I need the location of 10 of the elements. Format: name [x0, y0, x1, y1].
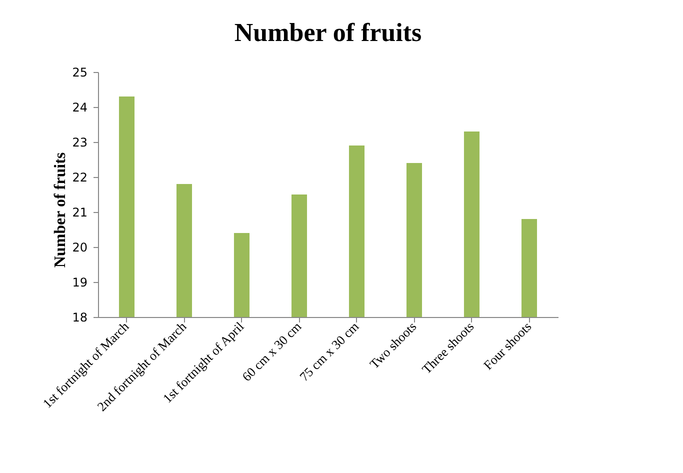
- y-tick-label: 21: [72, 206, 88, 220]
- y-tick-label: 25: [72, 66, 88, 80]
- y-tick-label: 18: [72, 310, 88, 324]
- y-tick-label: 24: [72, 100, 88, 114]
- y-axis-title: Number of fruits: [52, 152, 69, 268]
- y-tick-label: 20: [72, 240, 88, 254]
- y-tick-label: 22: [72, 170, 88, 184]
- y-tick-label: 23: [72, 136, 88, 150]
- chart-title: Number of fruits: [234, 18, 422, 47]
- y-tick-label: 19: [72, 276, 88, 290]
